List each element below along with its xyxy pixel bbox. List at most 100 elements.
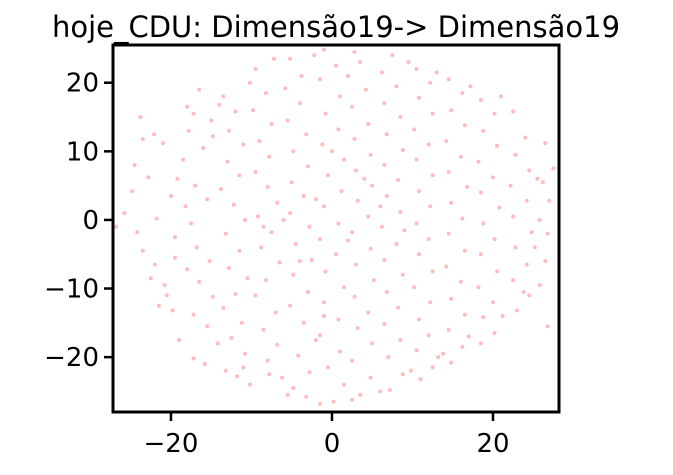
scatter-point bbox=[130, 189, 135, 194]
scatter-point bbox=[162, 283, 167, 288]
scatter-point bbox=[342, 285, 347, 290]
scatter-point bbox=[406, 60, 411, 65]
scatter-point bbox=[430, 365, 435, 370]
scatter-point bbox=[346, 238, 351, 243]
scatter-point bbox=[291, 386, 296, 390]
scatter-point bbox=[297, 259, 302, 264]
scatter-point bbox=[247, 80, 252, 85]
scatter-point bbox=[186, 128, 191, 133]
scatter-point bbox=[379, 70, 384, 75]
scatter-point bbox=[221, 94, 226, 99]
scatter-point bbox=[338, 94, 342, 99]
scatter-point bbox=[334, 252, 338, 257]
scatter-point bbox=[466, 334, 471, 339]
scatter-point bbox=[239, 320, 244, 325]
scatter-point bbox=[513, 152, 518, 157]
scatter-point bbox=[446, 327, 451, 332]
scatter-point bbox=[368, 152, 373, 157]
scatter-point bbox=[513, 245, 518, 250]
scatter-point bbox=[495, 269, 499, 274]
scatter-point bbox=[382, 101, 387, 106]
scatter-point bbox=[355, 326, 360, 331]
scatter-point bbox=[378, 389, 383, 394]
scatter-point bbox=[551, 166, 556, 171]
scatter-point bbox=[352, 49, 357, 54]
scatter-point bbox=[237, 248, 242, 253]
scatter-point bbox=[350, 397, 355, 402]
scatter-point bbox=[545, 324, 550, 329]
scatter-point bbox=[264, 278, 268, 283]
plot-frame bbox=[111, 43, 561, 414]
scatter-point bbox=[218, 187, 223, 192]
scatter-point bbox=[226, 128, 231, 133]
scatter-point bbox=[338, 349, 342, 354]
scatter-point bbox=[269, 121, 274, 126]
scatter-point bbox=[426, 333, 431, 338]
scatter-point bbox=[317, 77, 322, 82]
scatter-point bbox=[379, 224, 384, 229]
scatter-point bbox=[285, 392, 290, 397]
scatter-point bbox=[382, 322, 387, 327]
scatter-point bbox=[317, 401, 322, 406]
scatter-point bbox=[275, 342, 280, 347]
scatter-point bbox=[243, 217, 247, 222]
scatter-point bbox=[299, 73, 304, 78]
scatter-point bbox=[491, 175, 495, 180]
scatter-point bbox=[545, 231, 550, 236]
scatter-point bbox=[152, 262, 157, 267]
scatter-point bbox=[370, 183, 375, 188]
scatter-point bbox=[358, 392, 363, 397]
scatter-point bbox=[160, 141, 165, 146]
scatter-point bbox=[476, 285, 481, 290]
scatter-point bbox=[207, 259, 212, 264]
scatter-point bbox=[414, 348, 419, 353]
scatter-point bbox=[135, 230, 140, 235]
scatter-point bbox=[235, 374, 239, 379]
ticks-layer: −20 0 20 20 10 0 −10 −20 bbox=[44, 69, 509, 459]
scatter-point bbox=[305, 164, 310, 169]
scatter-point bbox=[296, 353, 301, 358]
scatter-point bbox=[313, 197, 318, 202]
scatter-point bbox=[416, 189, 421, 194]
scatter-point bbox=[154, 216, 159, 221]
scatter-point bbox=[430, 269, 435, 274]
scatter-point bbox=[205, 324, 210, 329]
scatter-point bbox=[408, 368, 413, 373]
scatter-point bbox=[243, 351, 247, 356]
scatter-point bbox=[436, 355, 441, 360]
scatter-point bbox=[444, 264, 449, 269]
scatter-point bbox=[189, 221, 194, 226]
scatter-point bbox=[465, 185, 470, 189]
scatter-point bbox=[481, 221, 486, 226]
scatter-point bbox=[209, 118, 214, 123]
scatter-point bbox=[412, 285, 417, 290]
scatter-point bbox=[414, 157, 419, 162]
scatter-point bbox=[309, 257, 314, 262]
scatter-point bbox=[524, 262, 529, 267]
scatter-point bbox=[194, 245, 199, 250]
scatter-point bbox=[152, 132, 157, 137]
scatter-point bbox=[288, 56, 293, 61]
scatter-point bbox=[350, 358, 355, 363]
scatter-point bbox=[370, 341, 375, 346]
scatter-point bbox=[481, 315, 486, 320]
scatter-point bbox=[336, 317, 341, 322]
y-tick-label: −10 bbox=[44, 275, 99, 305]
scatter-point bbox=[366, 121, 371, 126]
scatter-point bbox=[132, 163, 137, 167]
scatter-point bbox=[491, 300, 495, 305]
scatter-point bbox=[177, 338, 181, 342]
scatter-point bbox=[193, 183, 198, 188]
scatter-point bbox=[320, 142, 325, 147]
scatter-point bbox=[390, 53, 395, 58]
scatter-point bbox=[321, 300, 326, 305]
scatter-point bbox=[231, 202, 236, 207]
scatter-point bbox=[441, 351, 446, 356]
scatter-point bbox=[275, 200, 280, 205]
scatter-point bbox=[267, 372, 272, 377]
scatter-point bbox=[478, 97, 483, 102]
scatter-point bbox=[293, 241, 298, 246]
scatter-point bbox=[400, 372, 405, 377]
scatter-point bbox=[402, 228, 407, 233]
